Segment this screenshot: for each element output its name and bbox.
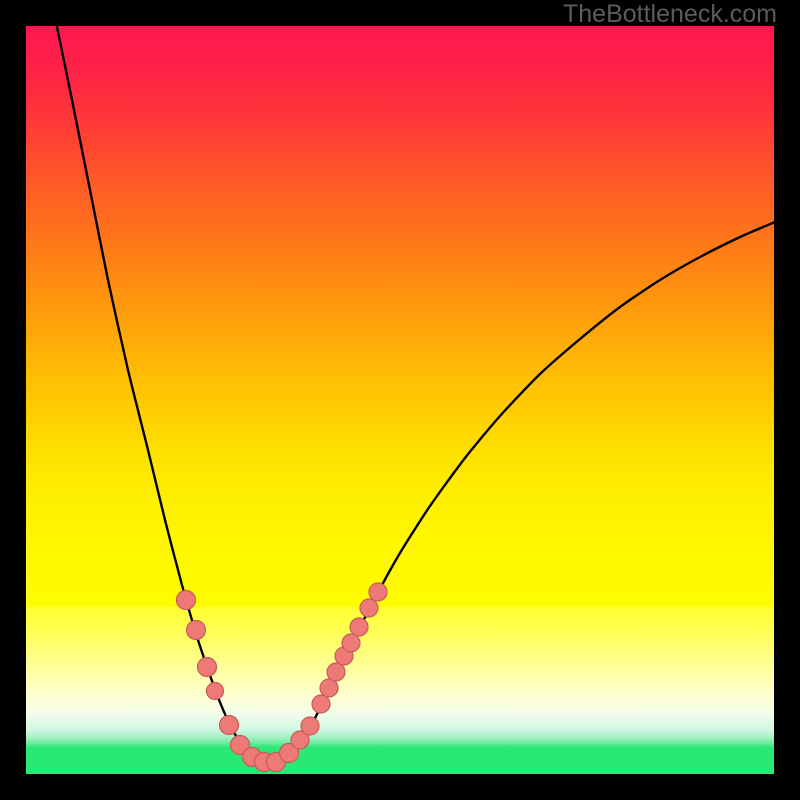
marker-dot bbox=[207, 683, 224, 700]
chart-svg bbox=[0, 0, 800, 800]
marker-dot bbox=[177, 591, 196, 610]
chart-stage: TheBottleneck.com bbox=[0, 0, 800, 800]
marker-dot bbox=[312, 695, 330, 713]
plot-background bbox=[26, 26, 774, 774]
watermark-text: TheBottleneck.com bbox=[563, 0, 777, 29]
marker-dot bbox=[327, 663, 345, 681]
marker-dot bbox=[320, 679, 338, 697]
marker-dot bbox=[187, 621, 206, 640]
marker-dot bbox=[369, 583, 387, 601]
marker-dot bbox=[198, 658, 217, 677]
marker-dot bbox=[350, 618, 368, 636]
marker-dot bbox=[342, 634, 360, 652]
marker-dot bbox=[220, 716, 239, 735]
marker-dot bbox=[301, 717, 319, 735]
marker-dot bbox=[360, 599, 378, 617]
